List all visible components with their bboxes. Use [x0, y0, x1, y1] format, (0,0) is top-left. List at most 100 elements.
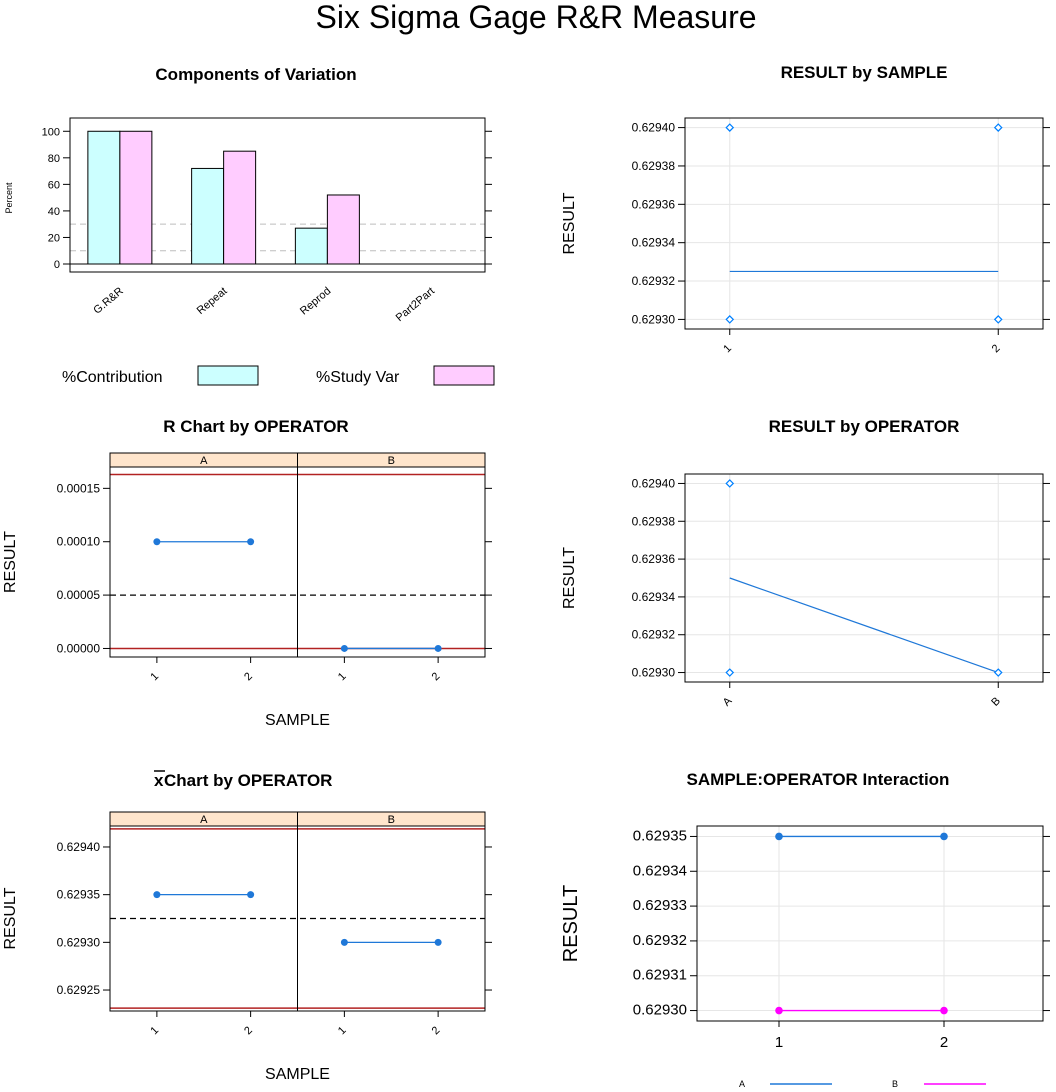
panel-strip-label: A	[200, 455, 208, 467]
y-tick-label: 0.62931	[633, 967, 687, 984]
data-point	[247, 891, 255, 899]
x-tick-label: 1	[721, 342, 734, 355]
data-point	[725, 668, 735, 677]
result-by-sample-chart: RESULT by SAMPLE 0.62930 0.62932 0.62934 0.6…	[561, 63, 1050, 355]
bar	[119, 130, 153, 265]
chart-title: RESULT by SAMPLE	[781, 63, 948, 82]
legend-label: A	[739, 1079, 745, 1089]
y-tick-label: 0.62932	[633, 932, 687, 949]
x-tick-label: Repeat	[195, 285, 230, 317]
data-point	[775, 1006, 783, 1015]
panel-strip-label: B	[388, 814, 395, 826]
x-axis-label: SAMPLE	[265, 1066, 330, 1083]
data-point	[725, 479, 735, 488]
bar	[191, 167, 225, 265]
x-tick-label: B	[989, 695, 1003, 709]
x-tick-label: 2	[990, 342, 1003, 355]
x-tick-label: 1	[148, 1024, 161, 1037]
y-tick-label: 0	[54, 259, 60, 271]
legend-label: B	[892, 1079, 898, 1089]
legend-label: %Contribution	[62, 369, 163, 386]
x-tick-label: 1	[148, 670, 161, 683]
panel-strip-label: B	[388, 455, 395, 467]
x-tick-label: 2	[242, 1024, 255, 1037]
x-tick-label: A	[721, 695, 735, 709]
x-axis-label: SAMPLE	[265, 712, 330, 729]
data-point	[153, 891, 161, 899]
y-tick-label: 0.62925	[57, 983, 101, 997]
chart-title: RESULT by OPERATOR	[769, 417, 960, 436]
y-tick-label: 0.62933	[633, 897, 687, 914]
r-chart-by-operator: R Chart by OPERATOR A B 0.00000 0.00005 0.000…	[2, 417, 492, 729]
data-point	[247, 538, 255, 546]
y-tick-label: 80	[48, 153, 60, 165]
y-axis-label: Percent	[4, 182, 14, 214]
bar	[294, 227, 328, 265]
y-tick-label: 0.62938	[632, 159, 676, 173]
y-tick-label: 0.62935	[633, 827, 687, 844]
y-tick-label: 0.62930	[632, 312, 676, 326]
data-point	[775, 832, 783, 841]
y-axis-label: RESULT	[560, 885, 582, 962]
data-point	[434, 644, 442, 652]
y-tick-label: 0.62940	[632, 476, 676, 490]
x-tick-label: 1	[336, 670, 349, 683]
legend-swatch	[433, 365, 495, 386]
legend-swatch	[197, 365, 259, 386]
chart-title: SAMPLE:OPERATOR Interaction	[687, 770, 950, 789]
y-axis-label: RESULT	[2, 887, 19, 949]
data-point	[725, 123, 735, 132]
xbar-chart-by-operator: x Chart by OPERATOR A B 0.62925 0.62930 0.629…	[2, 770, 492, 1083]
y-tick-label: 0.00015	[57, 481, 101, 495]
data-point	[993, 315, 1003, 324]
data-point	[340, 938, 348, 946]
components-of-variation-chart: Components of Variation G.R&R Repeat Reprod…	[4, 65, 495, 386]
data-point	[940, 832, 948, 841]
chart-title-xbar: x	[154, 771, 164, 790]
data-point	[434, 938, 442, 946]
x-tick-label: Reprod	[298, 285, 333, 317]
y-axis-label: RESULT	[2, 531, 19, 593]
plot-frame	[696, 825, 1044, 1022]
sample-operator-interaction-chart: SAMPLE:OPERATOR Interaction 0.62930 0.6293…	[560, 770, 1050, 1089]
y-tick-label: 0.62930	[633, 1002, 687, 1019]
y-axis-label: RESULT	[561, 192, 578, 254]
y-tick-label: 0.62935	[57, 888, 101, 902]
chart-title: R Chart by OPERATOR	[163, 417, 348, 436]
x-tick-label: 2	[940, 1034, 948, 1051]
y-tick-label: 0.62932	[632, 628, 676, 642]
x-tick-label: 2	[430, 1024, 443, 1037]
mean-line	[729, 577, 999, 674]
y-tick-label: 0.00000	[57, 641, 101, 655]
y-tick-label: 0.00005	[57, 588, 101, 602]
plot-frame	[684, 117, 1044, 330]
y-tick-label: 20	[48, 232, 60, 244]
data-point	[153, 538, 161, 546]
chart-title: Components of Variation	[155, 65, 356, 84]
x-tick-label: 1	[775, 1034, 783, 1051]
y-tick-label: 0.62936	[632, 552, 676, 566]
bar	[326, 194, 360, 265]
x-tick-label: 2	[242, 670, 255, 683]
y-tick-label: 0.62940	[57, 840, 101, 854]
data-point	[993, 123, 1003, 132]
y-tick-label: 60	[48, 179, 60, 191]
y-tick-label: 100	[42, 126, 60, 138]
y-tick-label: 40	[48, 206, 60, 218]
y-axis-label: RESULT	[561, 547, 578, 609]
data-point	[940, 1006, 948, 1015]
y-tick-label: 0.62938	[632, 514, 676, 528]
y-tick-label: 0.62940	[632, 121, 676, 135]
figure-title: Six Sigma Gage R&R Measure	[315, 0, 756, 35]
y-tick-label: 0.00010	[57, 535, 101, 549]
y-tick-label: 0.62934	[632, 590, 676, 604]
result-by-operator-chart: RESULT by OPERATOR 0.62930 0.62932 0.62934 0…	[561, 417, 1050, 709]
panel-strip-label: A	[200, 814, 208, 826]
y-tick-label: 0.62936	[632, 197, 676, 211]
legend-label: %Study Var	[316, 369, 400, 386]
data-point	[993, 668, 1003, 677]
data-point	[340, 644, 348, 652]
y-tick-label: 0.62930	[57, 935, 101, 949]
y-tick-label: 0.62934	[633, 862, 687, 879]
y-tick-label: 0.62934	[632, 236, 676, 250]
